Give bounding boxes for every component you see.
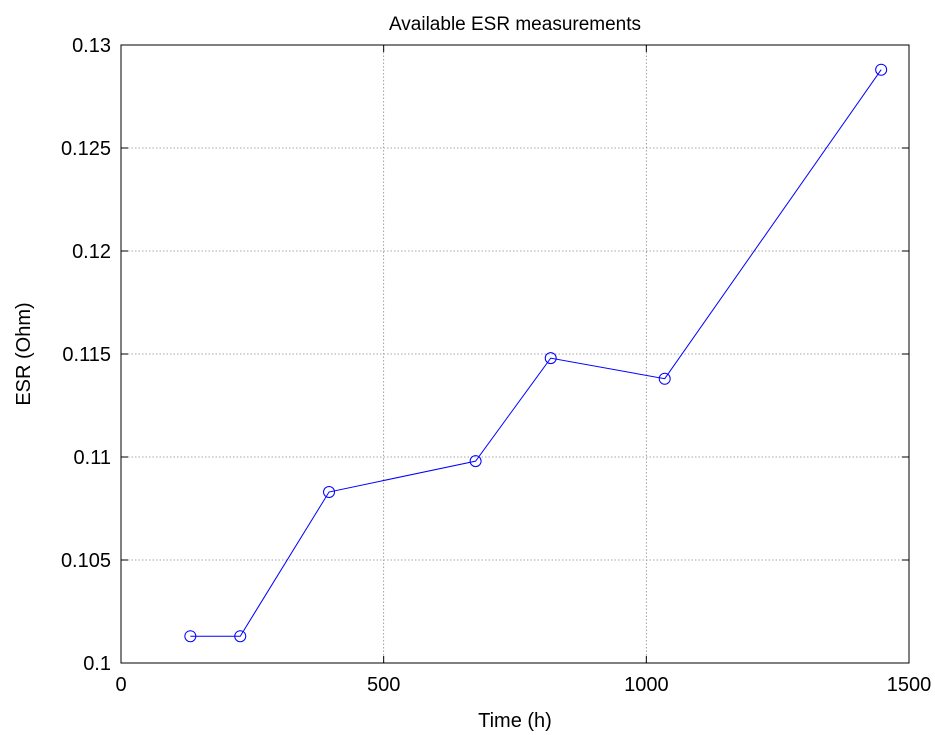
y-tick-label: 0.105: [61, 550, 111, 572]
data-point-marker: [184, 630, 197, 643]
series-layer: [184, 63, 888, 643]
data-point-marker: [875, 63, 888, 76]
grid-layer: [121, 45, 909, 663]
data-point-marker: [658, 372, 671, 385]
data-point-marker: [469, 455, 482, 468]
x-tick-label: 1000: [624, 674, 669, 696]
y-tick-label: 0.125: [61, 138, 111, 160]
x-axis-label: Time (h): [478, 710, 552, 732]
y-axis-label: ESR (Ohm): [13, 302, 35, 405]
y-tick-label: 0.13: [72, 35, 111, 57]
y-tick-label: 0.11: [74, 447, 111, 469]
plot-area-background: [121, 45, 909, 663]
y-tick-label: 0.115: [62, 344, 111, 366]
data-point-marker: [234, 630, 247, 643]
y-tick-label: 0.1: [83, 653, 111, 675]
data-point-marker: [544, 352, 557, 365]
x-tick-label: 500: [367, 674, 400, 696]
x-tick-label: 0: [115, 674, 126, 696]
data-point-marker: [323, 486, 336, 499]
y-tick-label: 0.12: [72, 241, 111, 263]
chart-title: Available ESR measurements: [389, 14, 641, 35]
tick-layer: 0 500 1000 1500 0.1 0.105 0.11 0.115 0.12 0.125 0.…: [61, 35, 931, 696]
x-tick-label: 1500: [887, 674, 932, 696]
series-line: [190, 69, 882, 637]
